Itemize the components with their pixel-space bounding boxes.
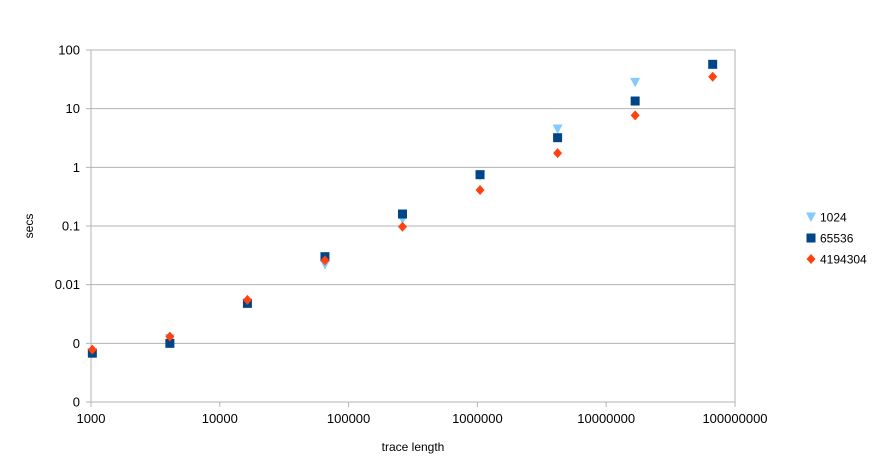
gridlines [91, 49, 735, 403]
data-point [630, 77, 641, 88]
legend-marker [806, 212, 816, 222]
y-tick-label: 0 [73, 336, 80, 351]
data-point [475, 170, 485, 180]
data-point [165, 331, 175, 342]
data-point [553, 133, 563, 143]
y-tick-label: 100 [58, 43, 80, 58]
legend-item: 65536 [806, 232, 854, 246]
y-tick-label: 0.01 [55, 277, 80, 292]
legend-label: 4194304 [820, 253, 867, 267]
data-point [398, 209, 408, 219]
data-point [552, 124, 563, 135]
data-point [630, 110, 640, 121]
x-axis: 1000 10000 100000 1000000 10000000 100000000 [77, 402, 768, 426]
data-point [87, 344, 97, 355]
plot-area: 1000 10000 100000 1000000 10000000 100000000 … [55, 43, 768, 427]
legend-item: 1024 [806, 211, 847, 225]
data-markers [87, 59, 718, 359]
data-point [630, 96, 640, 106]
legend-marker [806, 233, 816, 243]
x-tick-label: 10000 [202, 411, 238, 426]
x-tick-label: 100000 [327, 411, 370, 426]
legend-label: 1024 [820, 211, 847, 225]
data-point [320, 255, 330, 266]
data-point [165, 338, 175, 348]
data-point [398, 221, 408, 232]
legend: 1024 65536 4194304 [806, 211, 867, 267]
y-tick-label: 10 [66, 101, 80, 116]
x-axis-title: trace length [382, 440, 445, 454]
x-tick-label: 10000000 [577, 411, 635, 426]
y-tick-label: 1 [73, 160, 80, 175]
x-tick-label: 1000000 [452, 411, 503, 426]
x-tick-label: 1000 [77, 411, 106, 426]
y-axis-title: secs [22, 214, 36, 239]
legend-label: 65536 [820, 232, 854, 246]
data-point [553, 148, 563, 159]
legend-item: 4194304 [806, 253, 867, 267]
data-point [708, 71, 718, 82]
y-tick-label: 0 [73, 395, 80, 410]
data-point [475, 185, 485, 196]
data-point [708, 59, 718, 69]
y-tick-label: 0.1 [62, 219, 80, 234]
y-axis: 0 0 0.01 0.1 1 10 100 [55, 43, 91, 410]
data-point [242, 294, 252, 305]
x-tick-label: 100000000 [702, 411, 767, 426]
legend-marker [806, 254, 816, 264]
